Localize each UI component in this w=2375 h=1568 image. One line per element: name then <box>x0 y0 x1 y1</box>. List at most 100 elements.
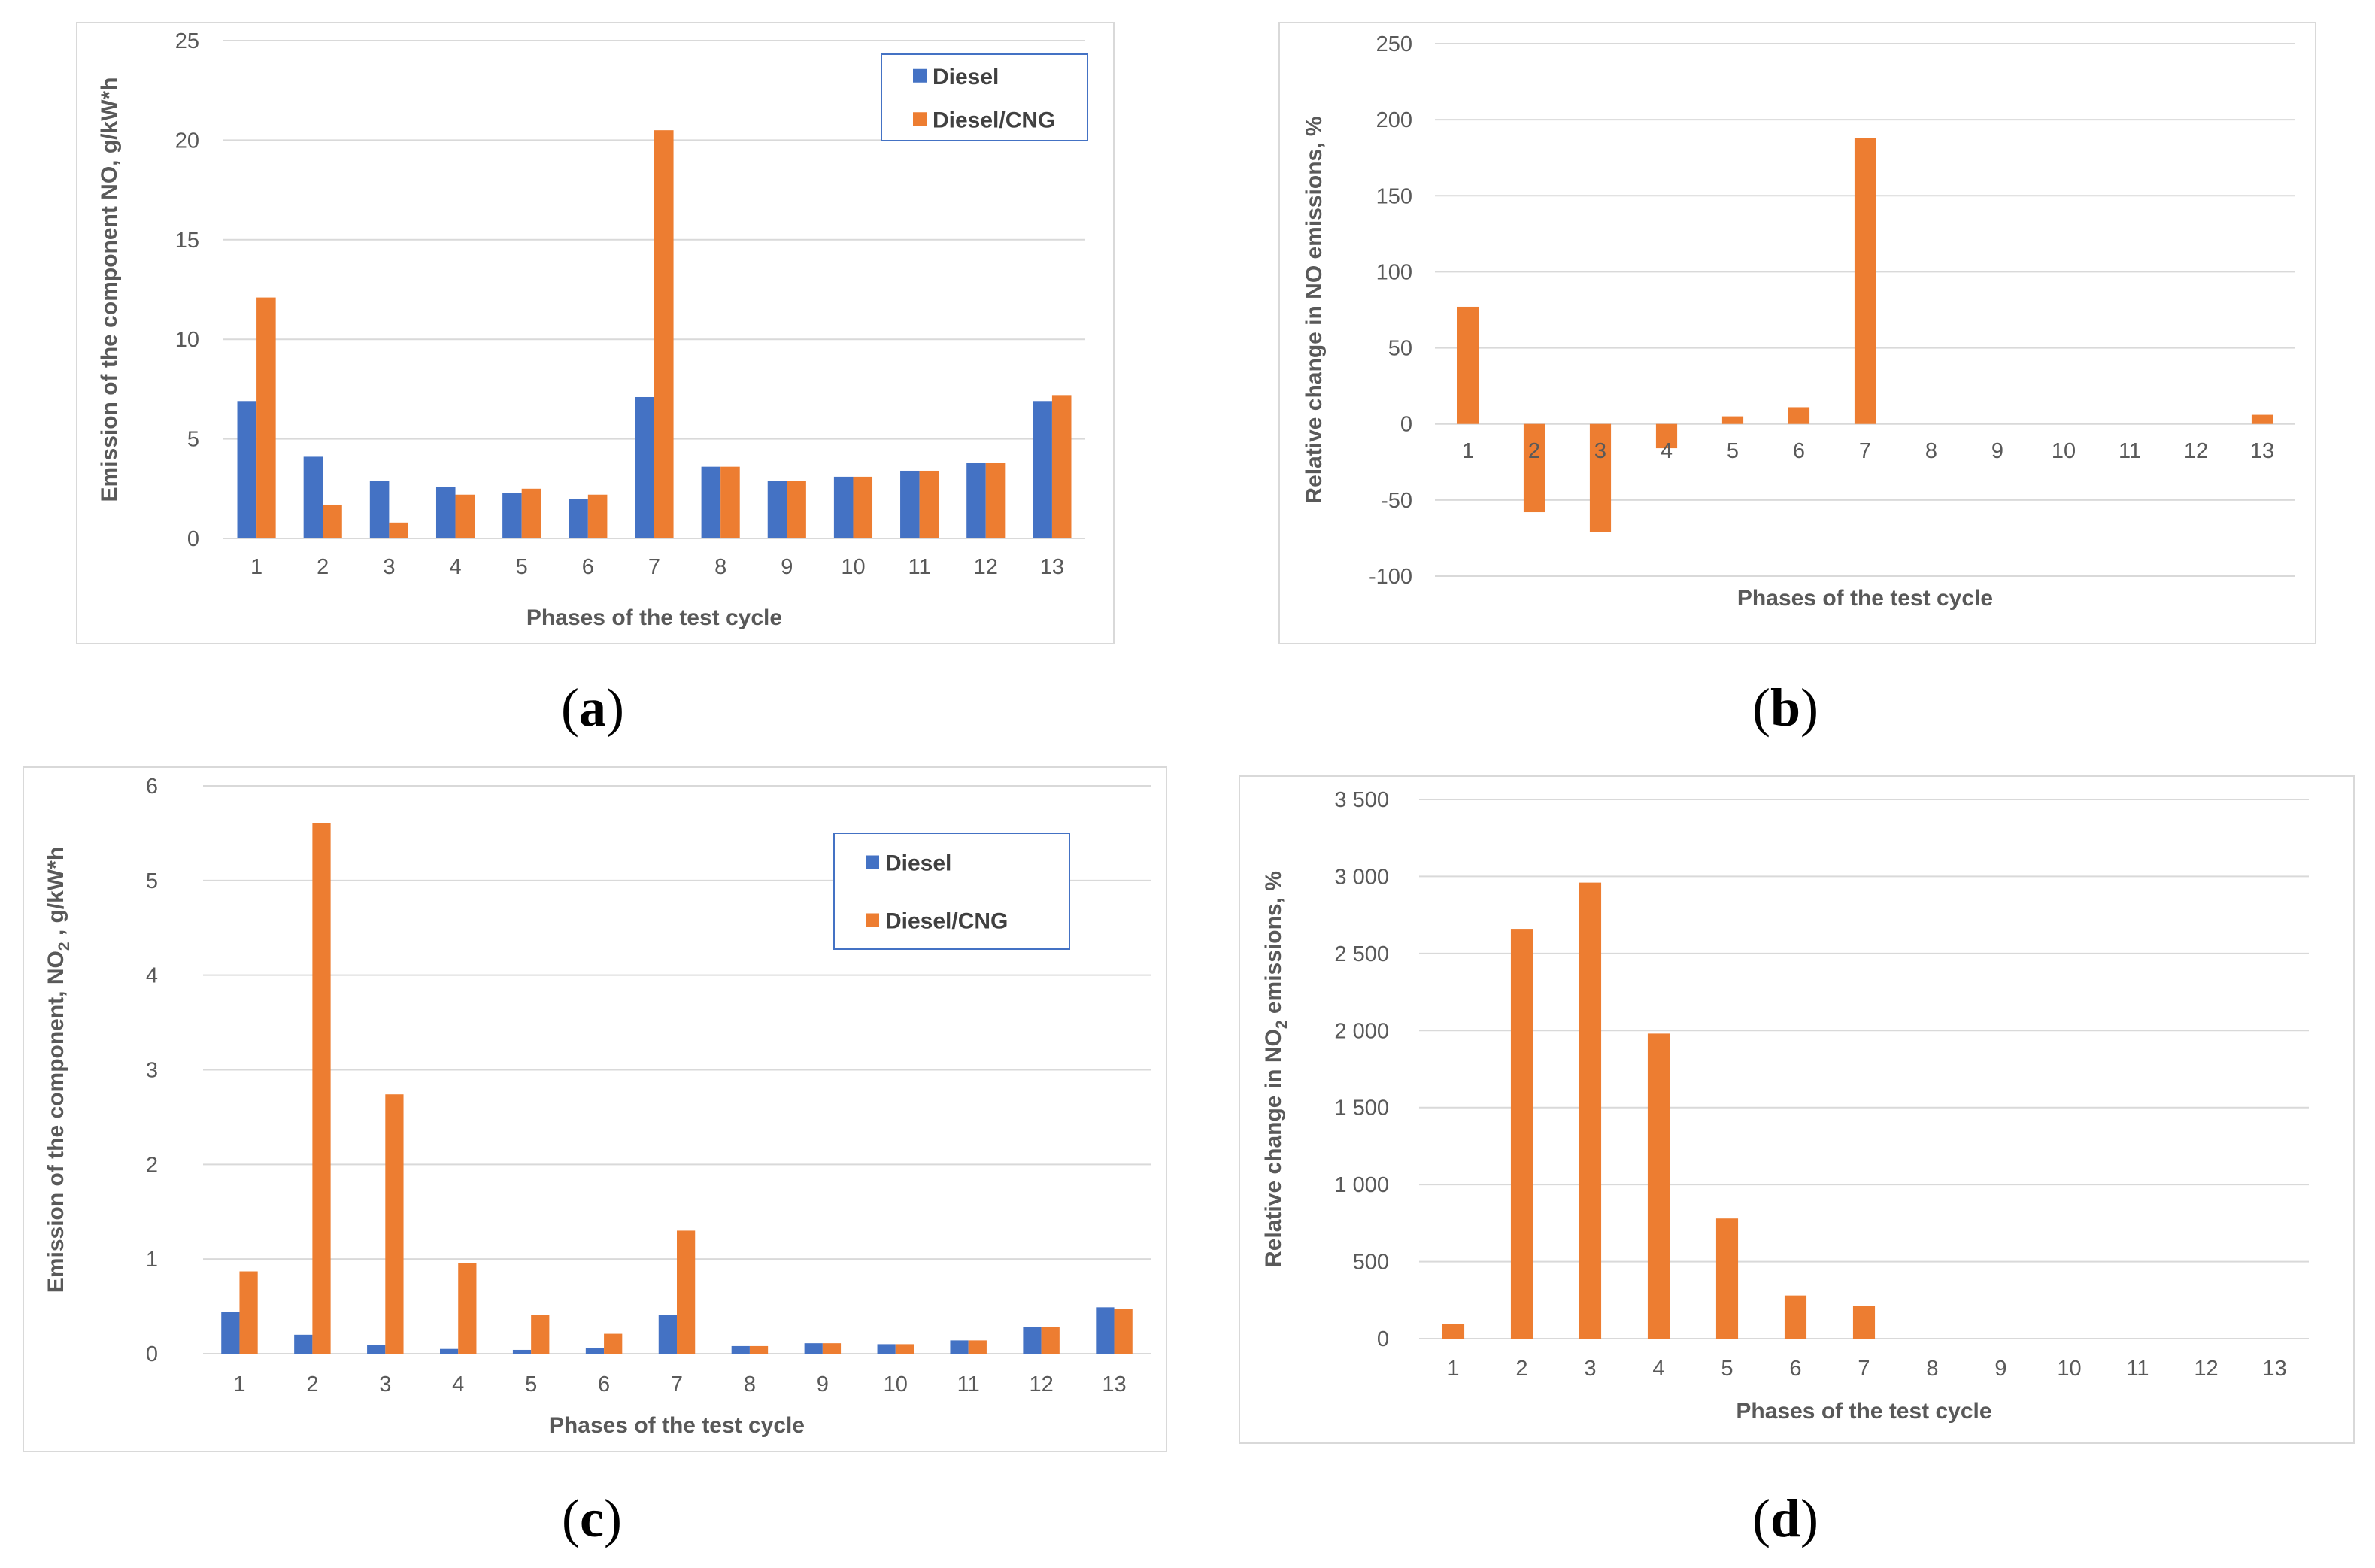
bar-diesel-cng-phase-9 <box>787 481 806 538</box>
bar-diesel-phase-4 <box>435 487 456 538</box>
bar-diesel-phase-13 <box>1096 1307 1115 1354</box>
x-tick-label: 5 <box>525 1372 537 1397</box>
y-tick-label: 2 000 <box>1334 1019 1389 1043</box>
x-tick-label: 1 <box>1447 1357 1459 1381</box>
y-tick-label: 3 <box>146 1059 158 1083</box>
x-tick-label: 8 <box>1926 1357 1938 1381</box>
bar-diesel-cng-phase-9 <box>822 1343 842 1354</box>
x-tick-label: 12 <box>2184 439 2208 463</box>
bar-value-phase-4 <box>1655 423 1678 449</box>
bar-diesel-phase-3 <box>367 1345 386 1354</box>
bar-diesel-cng-phase-4 <box>458 1263 477 1354</box>
bar-diesel-phase-10 <box>833 476 854 538</box>
x-tick-label: 7 <box>671 1372 683 1397</box>
legend-swatch <box>913 68 927 83</box>
x-tick-label: 12 <box>2194 1357 2218 1381</box>
x-tick-label: 4 <box>449 555 461 579</box>
x-tick-label: 4 <box>1661 439 1673 463</box>
bar-diesel-cng-phase-13 <box>1114 1309 1133 1354</box>
x-tick-label: 7 <box>648 555 660 579</box>
x-tick-label: 4 <box>452 1372 464 1397</box>
bar-diesel-cng-phase-6 <box>604 1333 623 1354</box>
x-tick-label: 5 <box>1727 439 1739 463</box>
x-tick-label: 4 <box>1652 1357 1664 1381</box>
legend-label: Diesel <box>885 851 951 876</box>
bar-diesel-cng-phase-11 <box>919 470 939 538</box>
x-tick-label: 12 <box>1029 1372 1053 1397</box>
bar-diesel-phase-2 <box>303 456 323 538</box>
bar-value-phase-5 <box>1721 416 1744 424</box>
bar-diesel-phase-9 <box>804 1343 823 1354</box>
y-tick-label: 1 <box>146 1248 158 1272</box>
legend-swatch <box>913 112 927 126</box>
x-tick-label: 7 <box>1859 439 1871 463</box>
panel-label-b: (b) <box>1752 678 1818 738</box>
x-tick-label: 3 <box>1594 439 1606 463</box>
x-tick-label: 6 <box>1793 439 1805 463</box>
y-tick-label: 25 <box>175 29 199 53</box>
y-tick-label: 50 <box>1388 337 1412 361</box>
x-tick-label: 11 <box>2119 439 2141 463</box>
bar-diesel-cng-phase-3 <box>389 522 408 538</box>
x-tick-label: 10 <box>2057 1357 2081 1381</box>
bar-value-phase-13 <box>2251 414 2273 424</box>
bar-diesel-cng-phase-7 <box>654 130 674 538</box>
legend-label: Diesel/CNG <box>933 108 1055 132</box>
bar-value-phase-7 <box>1854 138 1876 424</box>
bar-diesel-phase-9 <box>767 481 787 538</box>
x-tick-label: 2 <box>1528 439 1540 463</box>
x-tick-label: 10 <box>884 1372 908 1397</box>
y-tick-label: 250 <box>1376 32 1412 56</box>
x-tick-label: 12 <box>974 555 998 579</box>
x-tick-label: 7 <box>1858 1357 1870 1381</box>
legend-box <box>833 833 1070 950</box>
y-tick-label: 100 <box>1376 260 1412 284</box>
y-tick-label: 1 000 <box>1334 1173 1389 1197</box>
bar-value-phase-2 <box>1510 929 1533 1339</box>
bar-diesel-phase-8 <box>701 466 721 538</box>
y-tick-label: 15 <box>175 229 199 253</box>
legend-swatch <box>866 913 879 927</box>
legend-label: Diesel/CNG <box>885 909 1008 934</box>
bar-diesel-cng-phase-5 <box>531 1315 550 1354</box>
x-tick-label: 5 <box>516 555 528 579</box>
bar-diesel-cng-phase-4 <box>455 494 475 538</box>
x-tick-label: 1 <box>250 555 262 579</box>
x-tick-label: 1 <box>233 1372 245 1397</box>
bar-value-phase-3 <box>1589 423 1612 532</box>
bar-value-phase-1 <box>1457 306 1479 424</box>
y-tick-label: 150 <box>1376 184 1412 208</box>
bar-diesel-phase-6 <box>585 1348 605 1354</box>
y-axis-title: Relative change in NO2 emissions, % <box>1261 871 1291 1267</box>
y-tick-label: 5 <box>187 428 199 452</box>
bar-diesel-phase-8 <box>731 1345 750 1354</box>
bar-diesel-phase-7 <box>635 396 654 538</box>
y-tick-label: -100 <box>1369 565 1412 589</box>
x-tick-label: 10 <box>2052 439 2076 463</box>
bar-diesel-cng-phase-1 <box>239 1271 258 1354</box>
panel-label-a: (a) <box>561 678 624 738</box>
bar-diesel-cng-phase-2 <box>312 823 331 1354</box>
x-tick-label: 2 <box>1515 1357 1527 1381</box>
bar-diesel-phase-10 <box>877 1344 896 1354</box>
bar-diesel-cng-phase-1 <box>256 297 276 538</box>
y-tick-label: 3 000 <box>1334 865 1389 889</box>
bar-diesel-phase-12 <box>966 463 986 538</box>
x-tick-label: 13 <box>1102 1372 1126 1397</box>
y-tick-label: 500 <box>1353 1251 1389 1275</box>
x-tick-label: 8 <box>744 1372 756 1397</box>
x-axis-title: Phases of the test cycle <box>549 1413 805 1438</box>
chart-frame <box>1278 22 2316 644</box>
bar-value-phase-2 <box>1523 423 1545 513</box>
y-tick-label: 200 <box>1376 108 1412 132</box>
x-tick-label: 6 <box>1789 1357 1801 1381</box>
x-tick-label: 13 <box>1040 555 1064 579</box>
x-tick-label: 8 <box>1925 439 1937 463</box>
bar-diesel-phase-13 <box>1033 401 1052 538</box>
x-axis-title: Phases of the test cycle <box>526 605 782 630</box>
